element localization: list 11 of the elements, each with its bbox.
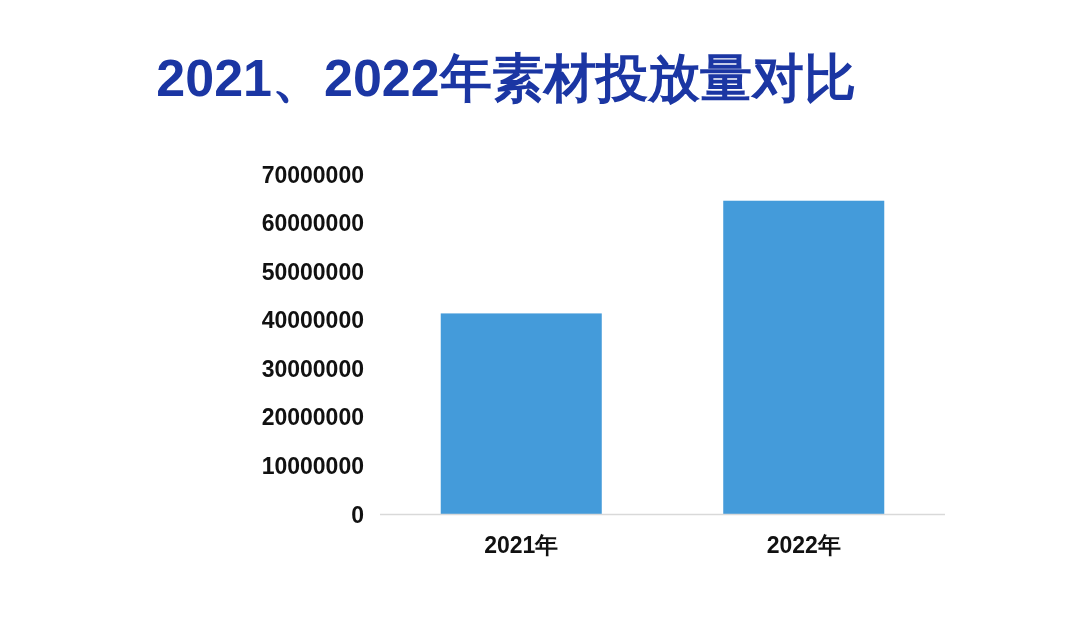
x-tick-label: 2022年 (766, 532, 841, 558)
y-tick-label: 10000000 (261, 452, 364, 479)
y-tick-label: 0 (351, 501, 364, 528)
y-tick-label: 60000000 (261, 210, 364, 237)
x-tick-label: 2021年 (484, 532, 559, 558)
title: 2021、2022年素材投放量对比 (156, 49, 856, 107)
y-tick-label: 20000000 (261, 404, 364, 431)
y-tick-label: 30000000 (261, 355, 364, 382)
y-tick-label: 70000000 (261, 161, 364, 188)
y-tick-label: 50000000 (261, 258, 364, 285)
y-tick-label: 40000000 (261, 307, 364, 334)
